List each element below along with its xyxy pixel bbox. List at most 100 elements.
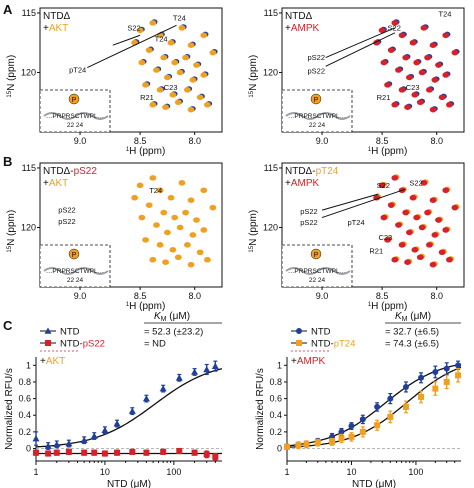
x-axis-label: NTD (μM) — [352, 479, 396, 488]
shift-arrow — [112, 34, 141, 46]
data-point — [81, 449, 88, 456]
peak — [187, 106, 195, 113]
data-point — [432, 368, 439, 375]
x-tick-label: 9.0 — [316, 136, 329, 146]
y-tick-label: 0.6 — [269, 394, 282, 404]
peak — [156, 87, 164, 93]
peak — [446, 256, 453, 263]
y-tick-label: 0 — [277, 444, 282, 454]
data-point — [143, 449, 150, 456]
x-tick-label: 8.0 — [430, 136, 443, 146]
peak — [442, 32, 450, 39]
data-point — [53, 449, 60, 456]
y-tick-label: 120 — [21, 67, 36, 77]
nmr-spectrum-a-left: P …PRPRSCTWPL… 22 24 S22 T24 T24 pT24 C23 R21 NTD… — [6, 7, 223, 157]
peak — [149, 101, 157, 108]
peak-group — [373, 174, 460, 268]
peak — [187, 261, 195, 268]
spectrum-title: NTDΔ-pT24 — [285, 166, 339, 177]
legend-series-name: NTD-pS22 — [60, 339, 105, 350]
spectrum-enzyme: +AKT — [43, 178, 68, 189]
peak — [416, 99, 424, 106]
data-point — [455, 362, 462, 369]
phospho-site-label: P — [72, 252, 77, 259]
peak — [406, 229, 413, 236]
x-tick-label: 9.0 — [74, 136, 87, 146]
spectrum-title: NTDΔ — [43, 11, 71, 22]
peak — [384, 82, 391, 88]
peak — [435, 217, 442, 223]
y-tick-label: 0.4 — [269, 410, 282, 420]
peak-label: T24 — [173, 13, 186, 22]
peak-label: C23 — [406, 83, 420, 92]
peak — [167, 39, 175, 46]
x-axis-label: 1H (ppm) — [368, 301, 407, 312]
protein-backbone-squiggle — [43, 267, 109, 275]
legend-km-value: = 74.3 (±6.5) — [385, 339, 439, 350]
spectrum-frame — [281, 7, 465, 133]
peak-group — [131, 175, 217, 268]
peak-label: pS22 — [300, 218, 318, 227]
spectrum-frame — [39, 7, 223, 133]
data-point — [212, 453, 219, 460]
data-point — [101, 450, 108, 457]
peak-label: C23 — [164, 83, 178, 92]
peak — [209, 204, 217, 211]
phospho-site-label: P — [314, 252, 319, 259]
legend-series-name: NTD — [60, 327, 80, 338]
peak — [200, 187, 208, 194]
x-tick-label: 100 — [408, 467, 423, 477]
peak — [391, 101, 399, 108]
peak-label: S22 — [388, 23, 401, 32]
y-tick-label: 115 — [22, 8, 36, 18]
data-point — [203, 365, 211, 373]
peak — [136, 27, 144, 34]
peak — [193, 62, 200, 68]
spectrum-enzyme: +AMPK — [285, 23, 320, 34]
peak — [178, 25, 186, 31]
peak — [145, 47, 153, 53]
legend-km-value: = ND — [144, 339, 166, 350]
peak — [156, 242, 164, 248]
peak — [182, 209, 190, 216]
data-point — [402, 403, 409, 410]
x-tick-label: 10 — [100, 467, 110, 477]
x-tick-label: 100 — [166, 467, 181, 477]
peak — [178, 180, 186, 186]
peak — [391, 256, 399, 263]
peak — [196, 249, 204, 256]
peak — [404, 104, 411, 110]
data-point — [432, 385, 439, 392]
data-point — [101, 426, 109, 434]
data-point — [284, 443, 290, 450]
legend-series-name: NTD — [311, 327, 331, 338]
data-point — [348, 433, 355, 440]
peak — [420, 180, 428, 186]
phospho-site-marker — [68, 93, 80, 105]
spectrum-enzyme: +AKT — [43, 23, 68, 34]
panel-label-b: B — [3, 154, 13, 169]
data-point — [160, 448, 167, 455]
panel-label-a: A — [3, 2, 13, 17]
peak — [404, 259, 411, 266]
data-point — [443, 378, 450, 385]
peak — [435, 62, 442, 68]
peak — [411, 247, 419, 253]
y-axis-label: 15N (ppm) — [6, 55, 17, 98]
peak — [149, 175, 157, 181]
y-tick-label: 115 — [264, 163, 278, 173]
peak — [416, 254, 424, 261]
x-axis-label: 1H (ppm) — [368, 146, 407, 157]
y-axis-label: Normalized RFU/s — [4, 368, 15, 450]
data-point — [80, 436, 88, 443]
peak — [162, 259, 169, 266]
peak — [136, 182, 144, 189]
peak — [209, 49, 217, 56]
spectrum-title: NTDΔ — [285, 11, 313, 22]
phospho-site-label: P — [72, 97, 77, 104]
peak — [171, 214, 179, 221]
peak-label: pT24 — [69, 65, 86, 74]
y-tick-label: 0.6 — [18, 394, 31, 404]
x-tick-label: 8.5 — [134, 291, 147, 301]
